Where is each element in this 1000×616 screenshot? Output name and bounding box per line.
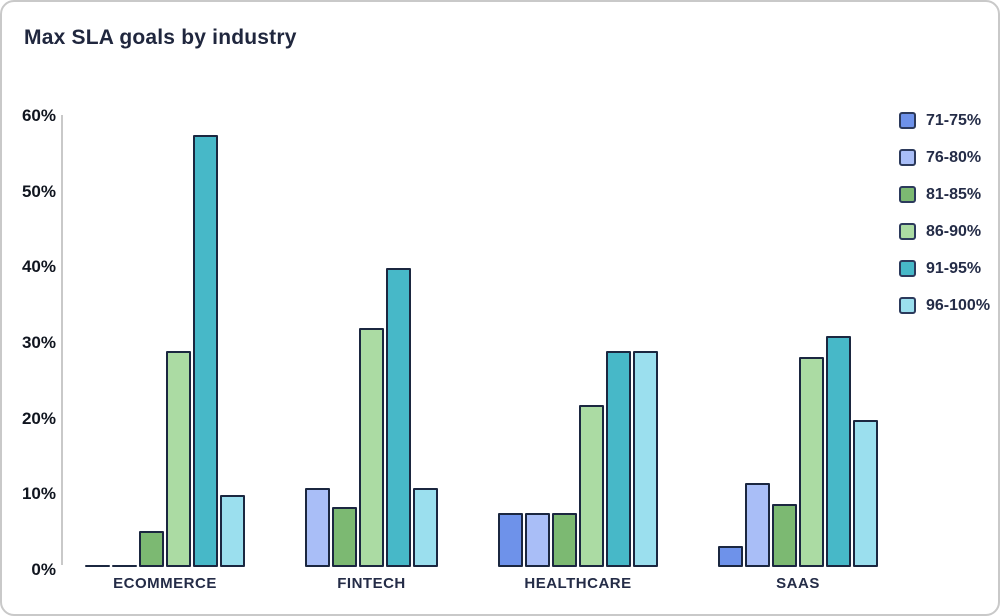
bar-saas-81-85%[interactable] <box>772 504 797 567</box>
y-axis-line <box>61 115 63 565</box>
y-tick-label: 40% <box>21 257 56 277</box>
bar-ecommerce-96-100%[interactable] <box>220 495 245 567</box>
legend-item-76-80%[interactable]: 76-80% <box>899 149 990 166</box>
bar-fintech-86-90%[interactable] <box>359 327 384 567</box>
bar-healthcare-86-90%[interactable] <box>579 405 604 567</box>
legend-item-71-75%[interactable]: 71-75% <box>899 112 990 129</box>
bar-saas-86-90%[interactable] <box>799 356 824 567</box>
x-axis-label-ecommerce: ECOMMERCE <box>113 575 217 592</box>
bar-ecommerce-81-85%[interactable] <box>139 530 164 567</box>
legend-item-86-90%[interactable]: 86-90% <box>899 223 990 240</box>
bars-row <box>498 350 658 567</box>
bar-group-fintech: FINTECH <box>305 268 438 592</box>
bar-saas-91-95%[interactable] <box>826 335 851 567</box>
legend-label: 91-95% <box>926 259 982 277</box>
bar-saas-96-100%[interactable] <box>853 420 878 567</box>
bar-healthcare-96-100%[interactable] <box>633 350 658 567</box>
bar-healthcare-81-85%[interactable] <box>552 513 577 567</box>
x-axis-label-fintech: FINTECH <box>337 575 406 592</box>
bar-saas-71-75%[interactable] <box>718 545 743 567</box>
legend-swatch-icon <box>899 149 916 166</box>
bars-row <box>718 335 878 567</box>
legend-item-81-85%[interactable]: 81-85% <box>899 186 990 203</box>
bar-healthcare-91-95%[interactable] <box>606 350 631 567</box>
bars-row <box>85 134 245 567</box>
y-tick-label: 50% <box>21 181 56 201</box>
legend-label: 81-85% <box>926 185 982 203</box>
bars-row <box>305 268 438 567</box>
y-tick-label: 10% <box>21 484 56 504</box>
legend: 71-75% 76-80% 81-85% 86-90% 91-95% 96-100% <box>899 112 990 334</box>
plot-area: ECOMMERCE FINTECH HEALTHCARE SAAS <box>85 134 878 592</box>
bar-group-saas: SAAS <box>718 335 878 592</box>
bar-saas-76-80%[interactable] <box>745 483 770 567</box>
bar-ecommerce-71-75%[interactable] <box>85 565 110 567</box>
legend-swatch-icon <box>899 112 916 129</box>
bar-fintech-76-80%[interactable] <box>305 487 330 567</box>
legend-swatch-icon <box>899 260 916 277</box>
legend-label: 86-90% <box>926 222 982 240</box>
bar-fintech-81-85%[interactable] <box>332 507 357 567</box>
x-axis-label-healthcare: HEALTHCARE <box>524 575 632 592</box>
bar-ecommerce-91-95%[interactable] <box>193 134 218 567</box>
y-tick-label: 60% <box>21 106 56 125</box>
legend-label: 71-75% <box>926 111 982 129</box>
bar-ecommerce-76-80%[interactable] <box>112 565 137 567</box>
y-tick-label: 0% <box>31 560 56 579</box>
bar-healthcare-76-80%[interactable] <box>525 513 550 567</box>
legend-item-91-95%[interactable]: 91-95% <box>899 260 990 277</box>
bar-healthcare-71-75%[interactable] <box>498 513 523 567</box>
y-tick-label: 30% <box>21 333 56 352</box>
bar-fintech-96-100%[interactable] <box>413 487 438 567</box>
legend-label: 96-100% <box>926 296 991 314</box>
bar-ecommerce-86-90%[interactable] <box>166 350 191 567</box>
x-axis-label-saas: SAAS <box>776 575 820 592</box>
legend-swatch-icon <box>899 297 916 314</box>
legend-swatch-icon <box>899 223 916 240</box>
legend-item-96-100%[interactable]: 96-100% <box>899 297 990 314</box>
legend-label: 76-80% <box>926 148 982 166</box>
bar-group-ecommerce: ECOMMERCE <box>85 134 245 592</box>
y-tick-label: 20% <box>21 408 56 428</box>
legend-swatch-icon <box>899 186 916 203</box>
chart-title: Max SLA goals by industry <box>24 26 297 49</box>
bar-group-healthcare: HEALTHCARE <box>498 350 658 592</box>
bar-fintech-91-95%[interactable] <box>386 268 411 567</box>
